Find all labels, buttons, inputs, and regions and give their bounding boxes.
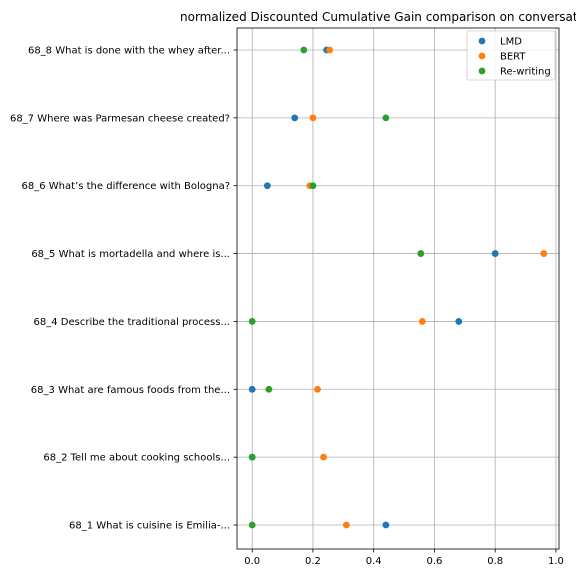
x-tick-label: 1.0 [548, 556, 564, 567]
point-bert [314, 385, 321, 393]
grid [237, 28, 559, 549]
y-tick-label: 68_7 Where was Parmesan cheese created? [10, 113, 230, 124]
point-re-writing [417, 250, 425, 257]
legend-label-bert: BERT [500, 52, 526, 63]
point-lmd [291, 114, 299, 122]
x-tick-label: 0.4 [366, 556, 382, 567]
x-tick-label: 0.0 [244, 556, 260, 567]
point-bert [342, 521, 350, 529]
legend: LMD BERT Re-writing [466, 30, 556, 81]
chart-title: normalized Discounted Cumulative Gain co… [180, 10, 576, 24]
point-lmd [248, 385, 256, 393]
point-bert [540, 250, 548, 257]
point-re-writing [382, 114, 390, 122]
legend-label-lmd: LMD [500, 37, 522, 48]
y-tick-label: 68_2 Tell me about cooking schools... [43, 453, 230, 464]
point-bert [320, 453, 327, 461]
plot-area [236, 27, 560, 550]
y-tick-label: 68_1 What is cuisine is Emilia-... [69, 521, 230, 532]
x-tick-label: 0.2 [305, 556, 321, 567]
y-tick-label: 68_3 What are famous foods from the... [31, 385, 230, 396]
y-tick-label: 68_8 What is done with the whey after... [28, 46, 230, 57]
point-bert [309, 114, 317, 122]
legend-marker-lmd [478, 37, 486, 45]
legend-box [466, 30, 556, 81]
y-tick-label: 68_4 Describe the traditional process... [34, 317, 230, 328]
legend-label-re-writing: Re-writing [500, 67, 551, 78]
x-tick-label: 0.8 [487, 556, 503, 567]
point-re-writing [248, 453, 256, 461]
legend-marker-re-writing [478, 67, 486, 75]
point-re-writing [300, 46, 308, 54]
point-re-writing [248, 318, 256, 325]
point-lmd [491, 250, 499, 257]
point-re-writing [309, 182, 317, 190]
y-tick-label: 68_5 What is mortadella and where is... [31, 249, 230, 260]
point-re-writing [265, 385, 273, 393]
point-lmd [263, 182, 271, 190]
y-tick-label: 68_6 What’s the difference with Bologna? [22, 181, 230, 192]
point-lmd [455, 318, 463, 325]
x-tick-label: 0.6 [426, 556, 442, 567]
data-points [248, 46, 548, 529]
x-axis: 0.0 0.2 0.4 0.6 0.8 1.0 [244, 549, 564, 567]
point-bert [418, 318, 426, 325]
legend-marker-bert [478, 52, 486, 60]
point-re-writing [248, 521, 256, 529]
y-axis: 68_1 What is cuisine is Emilia-... 68_2 T… [10, 46, 237, 532]
point-bert [326, 46, 334, 54]
point-lmd [382, 521, 390, 529]
